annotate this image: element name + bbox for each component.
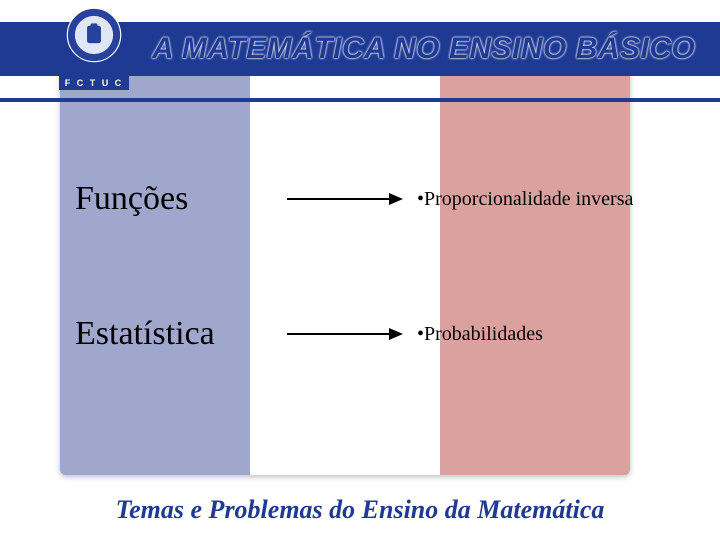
topic-row: Funções •Proporcionalidade inversa <box>75 180 660 218</box>
topic-detail: •Proporcionalidade inversa <box>417 188 633 211</box>
page-title: A MATEMÁTICA NO ENSINO BÁSICO <box>152 32 695 66</box>
topic-label: Estatística <box>75 315 285 353</box>
arrow-icon <box>285 189 405 209</box>
institution-logo: F C T U C <box>58 6 130 91</box>
seal-icon <box>65 6 123 64</box>
flag-fade-overlay <box>60 55 630 475</box>
header-underline <box>0 98 720 102</box>
topic-row: Estatística •Probabilidades <box>75 315 660 353</box>
fctuc-badge: F C T U C <box>59 76 130 90</box>
topic-label: Funções <box>75 180 285 218</box>
topic-detail: •Probabilidades <box>417 323 543 346</box>
footer-title: Temas e Problemas do Ensino da Matemátic… <box>116 495 605 525</box>
arrow-icon <box>285 324 405 344</box>
